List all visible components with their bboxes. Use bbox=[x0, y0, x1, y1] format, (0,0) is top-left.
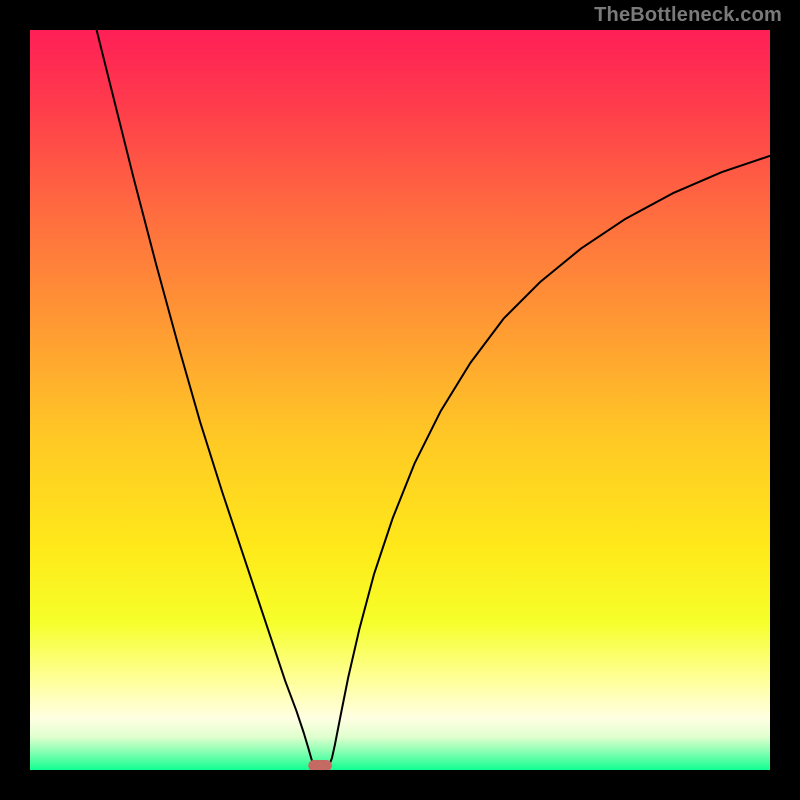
optimal-point-marker bbox=[308, 760, 332, 771]
chart-container: TheBottleneck.com bbox=[0, 0, 800, 800]
gradient-background bbox=[30, 30, 770, 770]
watermark-text: TheBottleneck.com bbox=[594, 4, 782, 27]
bottleneck-chart bbox=[0, 0, 800, 800]
